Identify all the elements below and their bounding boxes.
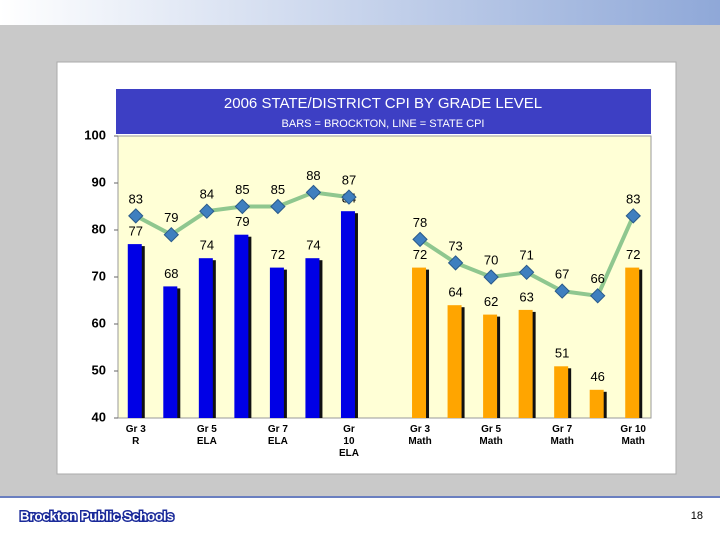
y-tick-label: 50	[92, 362, 106, 377]
y-tick-label: 80	[92, 221, 106, 236]
bar	[483, 314, 498, 418]
line-marker	[341, 189, 357, 205]
line-marker	[625, 208, 641, 224]
bar	[163, 286, 178, 418]
line-marker	[412, 231, 428, 248]
line-marker	[589, 288, 606, 304]
line-value-label: 84	[200, 187, 214, 202]
x-tick-label: Gr 10 ELA	[338, 424, 359, 459]
line-value-label: 73	[448, 238, 462, 253]
bar	[269, 267, 284, 418]
line-value-label: 79	[164, 210, 178, 225]
x-tick-label: Gr 5 ELA	[196, 424, 217, 447]
x-tick-label: Gr 7 ELA	[267, 424, 288, 447]
bar	[554, 366, 569, 418]
bar-value-label: 64	[448, 285, 462, 300]
bar-value-label: 74	[200, 238, 214, 253]
line-marker	[234, 198, 251, 215]
bar	[447, 305, 462, 418]
bar	[625, 267, 640, 418]
line-marker	[447, 255, 464, 271]
bar-value-label: 72	[413, 247, 427, 262]
bar	[518, 309, 533, 418]
bar	[127, 244, 142, 418]
line-value-label: 87	[342, 173, 356, 188]
bar	[198, 258, 213, 418]
x-tick-label: Gr 5 Math	[479, 424, 503, 447]
y-tick-label: 70	[92, 268, 106, 283]
bar-value-label: 79	[235, 214, 249, 229]
y-tick-label: 60	[92, 315, 106, 330]
line-marker	[270, 198, 286, 215]
y-tick-label: 100	[84, 127, 106, 142]
line-value-label: 85	[271, 182, 285, 197]
x-tick-label: Gr 10 Math	[620, 424, 646, 447]
y-tick-label: 90	[92, 174, 106, 189]
bar	[234, 234, 249, 418]
line-marker	[199, 203, 215, 219]
bar-value-label: 72	[271, 247, 285, 262]
bar	[305, 258, 320, 418]
line-value-label: 70	[484, 252, 498, 267]
line-marker	[483, 269, 499, 285]
x-tick-label: Gr 3 R	[125, 424, 146, 447]
x-tick-label: Gr 3 Math	[408, 424, 432, 447]
y-tick-label: 40	[92, 409, 106, 424]
bar-value-label: 74	[306, 238, 320, 253]
line-marker	[305, 184, 322, 201]
chart-subtitle: BARS = BROCKTON, LINE = STATE CPI	[282, 118, 485, 130]
chart-title: 2006 STATE/DISTRICT CPI BY GRADE LEVEL	[224, 95, 542, 112]
bar	[340, 211, 355, 418]
line-marker	[554, 283, 570, 299]
line-value-label: 67	[555, 267, 569, 282]
bar-value-label: 46	[590, 369, 604, 384]
line-value-label: 83	[626, 191, 640, 206]
line-value-label: 83	[129, 191, 143, 206]
bar-value-label: 77	[129, 224, 143, 239]
page-number: 18	[691, 510, 703, 522]
bar-value-label: 72	[626, 247, 640, 262]
bar-value-label: 68	[164, 266, 178, 281]
bar-value-label: 62	[484, 294, 498, 309]
line-value-label: 78	[413, 215, 427, 230]
logo: Brockton Public Schools	[20, 508, 174, 523]
line-value-label: 66	[590, 271, 604, 286]
bar	[589, 389, 604, 418]
bar-value-label: 51	[555, 346, 569, 361]
line-marker	[518, 264, 535, 281]
bar	[412, 267, 427, 418]
line-value-label: 71	[519, 248, 533, 263]
line-marker	[163, 226, 180, 243]
line-marker	[128, 208, 144, 224]
title-box	[116, 89, 651, 134]
bar-value-label: 63	[519, 289, 533, 304]
line-value-label: 88	[306, 168, 320, 183]
x-tick-label: Gr 7 Math	[550, 424, 574, 447]
top-bar	[0, 0, 720, 25]
line-value-label: 85	[235, 182, 249, 197]
